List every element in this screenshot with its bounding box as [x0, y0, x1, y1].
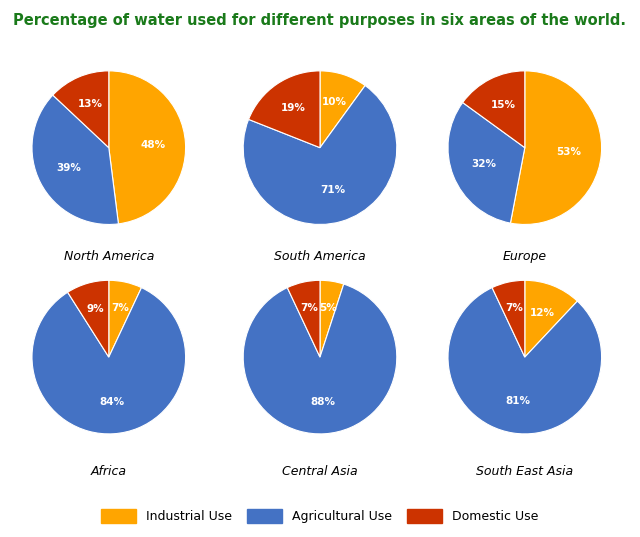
Text: 81%: 81% [506, 396, 531, 406]
Wedge shape [32, 95, 118, 224]
Wedge shape [243, 85, 397, 224]
Wedge shape [68, 280, 109, 357]
Text: 13%: 13% [77, 99, 102, 109]
Wedge shape [525, 280, 577, 357]
Wedge shape [320, 71, 365, 148]
Wedge shape [492, 280, 525, 357]
Text: 19%: 19% [281, 103, 306, 113]
Text: Percentage of water used for different purposes in six areas of the world.: Percentage of water used for different p… [13, 13, 626, 28]
Text: 71%: 71% [320, 185, 345, 195]
Text: 10%: 10% [322, 97, 348, 107]
Text: South East Asia: South East Asia [476, 465, 573, 477]
Text: Central Asia: Central Asia [282, 465, 358, 477]
Text: 48%: 48% [141, 140, 166, 150]
Text: South America: South America [274, 250, 366, 263]
Text: 5%: 5% [319, 303, 337, 313]
Text: 88%: 88% [310, 396, 335, 407]
Text: 7%: 7% [505, 303, 523, 314]
Text: 32%: 32% [471, 159, 496, 169]
Wedge shape [53, 71, 109, 148]
Text: Europe: Europe [503, 250, 547, 263]
Wedge shape [109, 280, 141, 357]
Text: 39%: 39% [57, 163, 81, 173]
Wedge shape [320, 280, 344, 357]
Wedge shape [248, 71, 320, 148]
Text: Africa: Africa [91, 465, 127, 477]
Wedge shape [32, 288, 186, 434]
Wedge shape [448, 103, 525, 223]
Wedge shape [109, 71, 186, 224]
Text: 9%: 9% [86, 304, 104, 314]
Legend: Industrial Use, Agricultural Use, Domestic Use: Industrial Use, Agricultural Use, Domest… [96, 504, 544, 528]
Text: 7%: 7% [111, 303, 129, 314]
Text: 84%: 84% [99, 396, 124, 407]
Wedge shape [511, 71, 602, 224]
Text: 53%: 53% [557, 147, 582, 157]
Wedge shape [448, 288, 602, 434]
Text: 12%: 12% [530, 308, 555, 318]
Wedge shape [463, 71, 525, 148]
Text: 7%: 7% [300, 303, 318, 314]
Text: North America: North America [63, 250, 154, 263]
Wedge shape [243, 284, 397, 434]
Text: 15%: 15% [491, 100, 516, 110]
Wedge shape [287, 280, 320, 357]
